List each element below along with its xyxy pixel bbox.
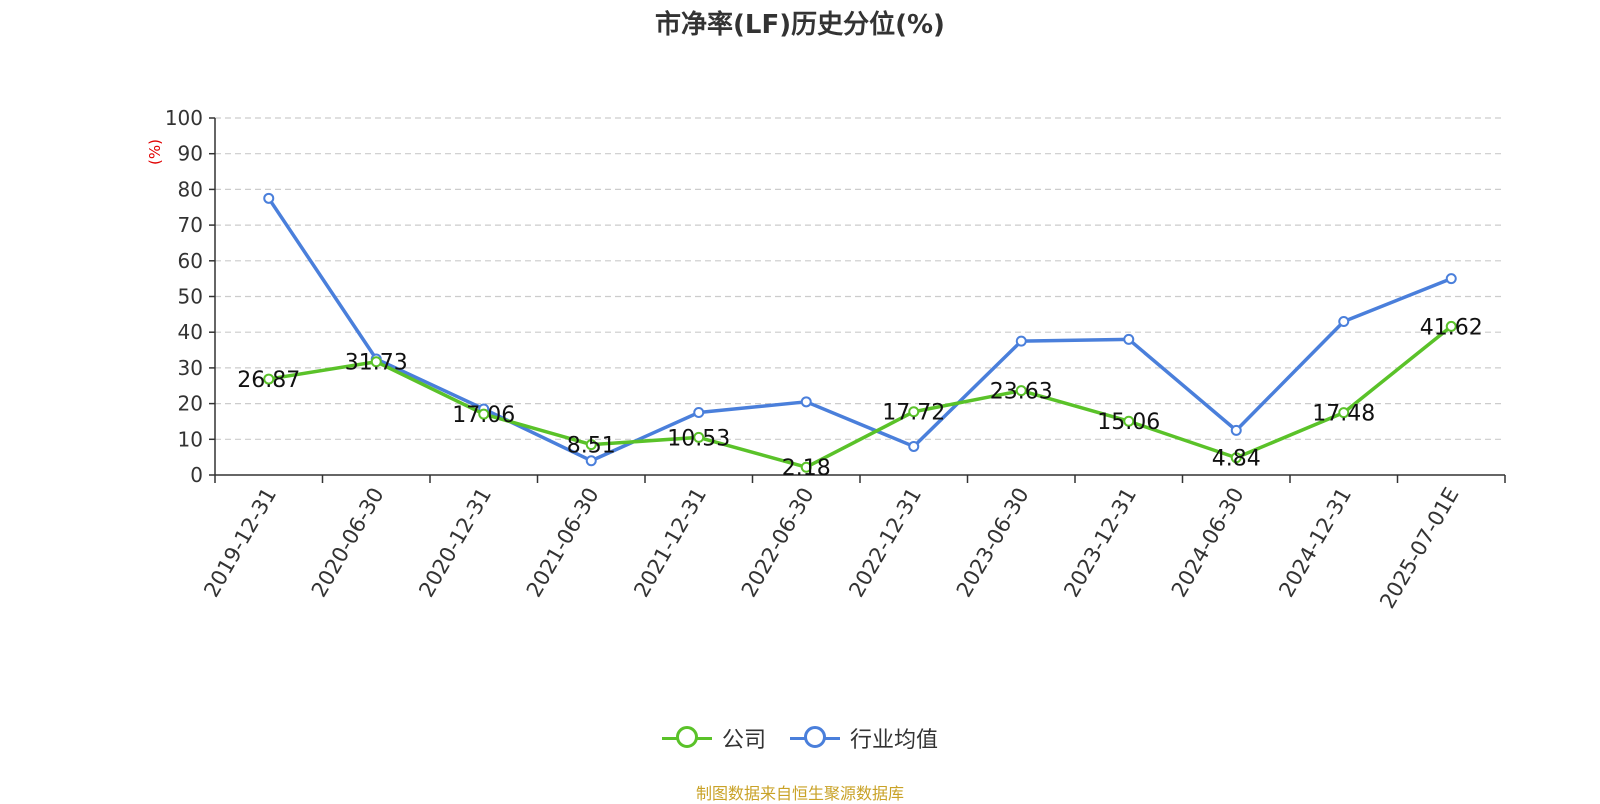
series-1-point-6 [908,440,920,452]
chart-title: 市净率(LF)历史分位(%) [655,10,945,40]
series-0-point-4 [693,431,705,443]
data-label-3: 8.51 [567,434,616,459]
series-0-point-1 [370,356,382,368]
legend: 公司 行业均值 [0,722,1600,754]
legend-item-company[interactable]: 公司 [661,722,766,754]
x-tick-label-2021-12-31: 2021-12-31 [629,484,711,602]
y-tick-label-50: 50 [178,285,203,309]
y-tick-label-80: 80 [178,177,203,201]
x-tick-label-2023-06-30: 2023-06-30 [952,484,1034,602]
x-tick-label-2025-07-01E: 2025-07-01E [1375,484,1463,613]
series-1-point-8 [1123,333,1135,345]
data-label-5: 2.18 [782,456,831,481]
y-tick-label-10: 10 [178,427,203,451]
series-0-point-10 [1338,407,1350,419]
data-label-10: 17.48 [1312,402,1375,427]
series-0-point-8 [1123,415,1135,427]
series-1-point-7 [1015,335,1027,347]
y-tick-label-100: 100 [165,106,203,130]
data-label-6: 17.72 [882,401,945,426]
y-tick-label-60: 60 [178,249,203,273]
series-0-point-0 [263,373,275,385]
x-tick-label-2023-12-31: 2023-12-31 [1059,484,1141,602]
y-tick-label-40: 40 [178,320,203,344]
series-0-point-5 [800,461,812,473]
data-label-8: 15.06 [1097,410,1160,435]
y-tick-label-90: 90 [178,142,203,166]
series-0-point-3 [585,439,597,451]
series-1-point-0 [263,192,275,204]
series-1-point-5 [800,396,812,408]
data-label-4: 10.53 [667,426,730,451]
legend-label-industry: 行业均值 [850,728,939,753]
data-label-2: 17.06 [452,403,515,428]
series-1-point-3 [585,455,597,467]
series-0-point-2 [478,408,490,420]
series-1-point-11 [1445,273,1457,285]
legend-item-industry[interactable]: 行业均值 [790,722,938,754]
series-line-1 [267,197,1452,463]
data-label-7: 23.63 [990,380,1053,405]
x-tick-label-2021-06-30: 2021-06-30 [522,484,604,602]
series-1-point-4 [693,407,705,419]
y-tick-label-70: 70 [178,213,203,237]
data-label-9: 4.84 [1212,447,1261,472]
series-0-point-7 [1015,385,1027,397]
x-tick-label-2020-12-31: 2020-12-31 [414,484,496,602]
x-tick-label-2024-12-31: 2024-12-31 [1274,484,1356,602]
y-tick-label-30: 30 [178,356,203,380]
data-label-0: 26.87 [237,368,300,393]
series-1-point-10 [1338,315,1350,327]
x-tick-label-2020-06-30: 2020-06-30 [307,484,389,602]
source-note: 制图数据来自恒生聚源数据库 [695,784,904,803]
x-tick-label-2019-12-31: 2019-12-31 [199,484,281,602]
legend-symbol-company [661,726,712,750]
series-0-point-9 [1230,452,1242,464]
series-0-point-6 [908,406,920,418]
x-tick-label-2024-06-30: 2024-06-30 [1167,484,1249,602]
x-tick-label-2022-06-30: 2022-06-30 [737,484,819,602]
x-tick-label-2022-12-31: 2022-12-31 [844,484,926,602]
y-axis-label: (%) [146,139,164,165]
y-tick-label-20: 20 [178,392,203,416]
y-tick-label-0: 0 [190,463,203,487]
legend-symbol-industry [790,726,840,750]
data-label-1: 31.73 [345,351,408,376]
series-0-point-11 [1445,320,1457,332]
series-line-0 [268,325,1453,469]
series-1-point-9 [1230,424,1242,436]
data-label-11: 41.62 [1420,315,1483,340]
legend-label-company: 公司 [721,728,766,753]
